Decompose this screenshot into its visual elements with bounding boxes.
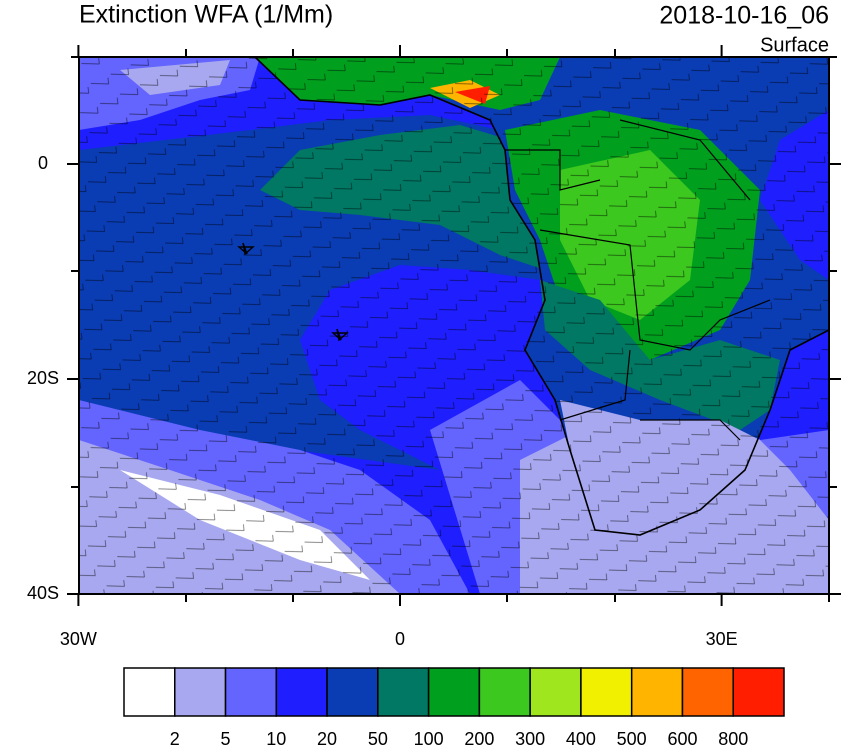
colorbar-box <box>529 667 582 717</box>
colorbar-label: 800 <box>718 729 748 749</box>
colorbar-box <box>478 667 531 717</box>
colorbar-label: 200 <box>464 729 494 749</box>
map-frame <box>78 56 830 595</box>
colorbar-box <box>377 667 430 717</box>
lat-tick-label: 0 <box>38 153 48 173</box>
lon-tick-label: 0 <box>395 629 405 649</box>
minor-ticks <box>71 49 837 602</box>
colorbar-box <box>681 667 734 717</box>
colorbar-label: 500 <box>617 729 647 749</box>
colorbar-box <box>174 667 227 717</box>
colorbar: 2 5 10 20 50 100 200 300 400 500 600 800 <box>123 667 785 749</box>
map-field <box>79 57 829 594</box>
colorbar-label: 50 <box>368 729 388 749</box>
colorbar-label: 400 <box>566 729 596 749</box>
colorbar-label: 10 <box>266 729 286 749</box>
colorbar-label: 2 <box>170 729 180 749</box>
lat-tick-label: 40S <box>27 583 59 603</box>
lon-tick-label: 30W <box>60 629 97 649</box>
wind-barbs <box>79 57 829 594</box>
map-date: 2018-10-16_06 <box>659 2 829 30</box>
colorbar-label: 300 <box>515 729 545 749</box>
colorbar-box <box>326 667 379 717</box>
star-marker <box>331 328 349 342</box>
colorbar-box <box>580 667 633 717</box>
colorbar-box <box>732 667 785 717</box>
star-marker <box>237 242 255 256</box>
lon-tick-label: 30E <box>706 629 738 649</box>
coastline <box>254 57 829 536</box>
colorbar-label: 100 <box>414 729 444 749</box>
colorbar-label: 600 <box>667 729 697 749</box>
colorbar-box <box>123 667 176 717</box>
colorbar-box <box>427 667 481 717</box>
borders <box>505 119 771 441</box>
map-level: Surface <box>760 34 829 56</box>
colorbar-box <box>630 667 684 717</box>
colorbar-label: 5 <box>221 729 231 749</box>
axes: 0 20S 40S 30W 0 30E <box>27 45 841 649</box>
colorbar-label: 20 <box>317 729 337 749</box>
colorbar-box <box>224 667 278 717</box>
map-title: Extinction WFA (1/Mm) <box>79 1 333 29</box>
colorbar-box <box>275 667 328 717</box>
lat-tick-label: 20S <box>27 368 59 388</box>
